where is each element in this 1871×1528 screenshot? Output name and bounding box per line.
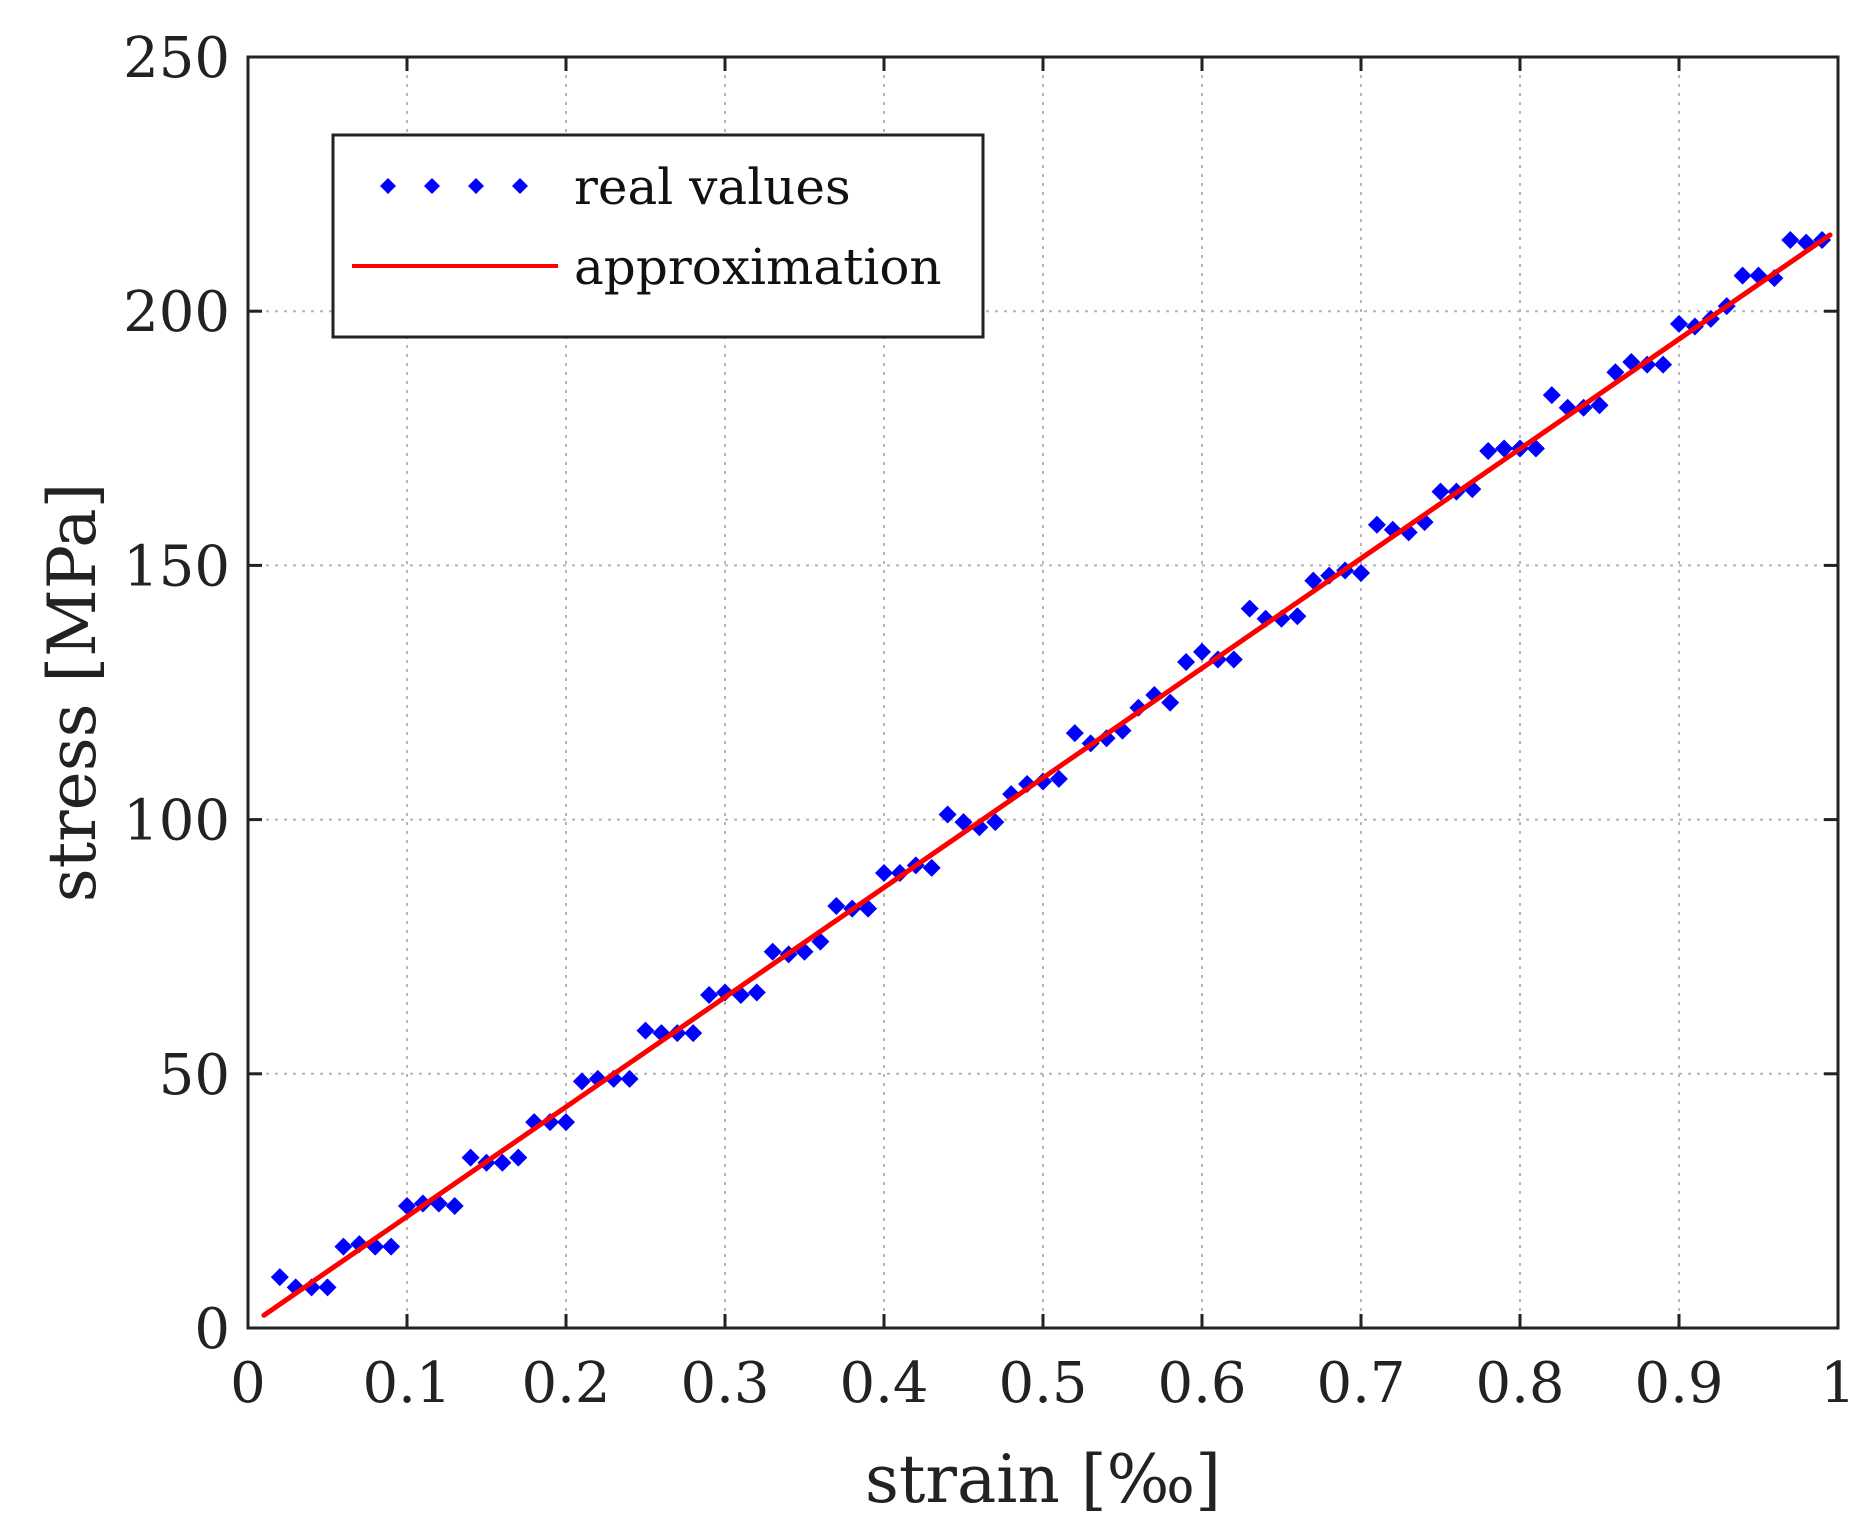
legend-real-values-markers — [380, 178, 528, 194]
legend-label-real-values: real values — [574, 158, 851, 216]
data-point — [1193, 642, 1211, 661]
data-point — [1733, 266, 1752, 285]
y-axis-tick-labels: 0 50 100 150 200 250 — [123, 26, 230, 1362]
data-point — [922, 858, 941, 877]
y-tick-label: 50 — [159, 1043, 230, 1108]
data-point — [938, 805, 957, 824]
data-point — [572, 1072, 591, 1091]
legend-marker — [380, 178, 396, 194]
x-tick-label: 0.5 — [998, 1351, 1087, 1416]
data-point — [445, 1196, 464, 1215]
data-point — [461, 1148, 480, 1167]
data-point — [1781, 231, 1800, 250]
data-point — [557, 1113, 575, 1132]
plot-series — [261, 231, 1833, 1318]
axis-ticks — [246, 55, 1840, 1330]
data-point — [509, 1148, 528, 1167]
data-point — [1177, 652, 1196, 671]
data-point — [1065, 724, 1084, 743]
data-point — [493, 1153, 512, 1172]
data-point — [620, 1069, 639, 1088]
x-tick-label: 0 — [230, 1351, 266, 1416]
data-point — [636, 1021, 655, 1040]
x-tick-label: 0.4 — [839, 1351, 928, 1416]
x-tick-label: 0.7 — [1316, 1351, 1405, 1416]
x-axis-tick-labels: 0 0.1 0.2 0.3 0.4 0.5 0.6 0.7 0.8 0.9 1 — [230, 1351, 1856, 1416]
x-tick-label: 0.3 — [680, 1351, 769, 1416]
x-tick-label: 0.6 — [1157, 1351, 1246, 1416]
data-point — [1352, 564, 1370, 583]
grid — [248, 57, 1838, 1328]
data-point — [747, 983, 766, 1002]
data-point — [318, 1278, 337, 1297]
y-tick-label: 250 — [123, 26, 230, 91]
x-tick-label: 0.9 — [1634, 1351, 1723, 1416]
legend: real values approximation — [331, 133, 985, 339]
data-point — [1161, 693, 1180, 712]
data-point — [875, 863, 893, 882]
y-tick-label: 100 — [123, 789, 230, 854]
x-tick-label: 1 — [1820, 1351, 1856, 1416]
legend-marker — [512, 178, 528, 194]
y-tick-label: 0 — [194, 1297, 230, 1362]
approximation-line — [261, 232, 1833, 1318]
data-point — [1479, 442, 1498, 461]
data-point — [334, 1237, 353, 1256]
legend-box — [331, 133, 985, 339]
data-point — [1606, 363, 1625, 382]
x-tick-label: 0.1 — [362, 1351, 451, 1416]
data-point — [1304, 571, 1323, 590]
data-point — [684, 1024, 703, 1043]
y-tick-label: 200 — [123, 280, 230, 345]
y-tick-label: 150 — [123, 534, 230, 599]
data-point — [1495, 439, 1514, 458]
data-point — [1049, 769, 1068, 788]
y-axis-title: stress [MPa] — [34, 483, 111, 903]
data-point — [1542, 386, 1561, 405]
data-point — [986, 813, 1005, 832]
legend-marker — [468, 178, 484, 194]
data-point — [1654, 355, 1673, 374]
data-point — [1431, 482, 1450, 501]
data-point — [1224, 650, 1243, 669]
legend-label-approximation: approximation — [574, 238, 942, 296]
data-point — [1367, 515, 1386, 534]
data-point — [1240, 599, 1259, 618]
data-point — [1590, 396, 1609, 415]
data-point — [700, 985, 719, 1004]
data-point — [827, 897, 846, 916]
x-tick-label: 0.8 — [1475, 1351, 1564, 1416]
legend-marker — [424, 178, 440, 194]
data-point — [1670, 314, 1688, 333]
x-tick-label: 0.2 — [521, 1351, 610, 1416]
x-axis-title: strain [‰] — [865, 1441, 1221, 1518]
data-point — [763, 942, 782, 961]
data-point — [382, 1237, 401, 1256]
data-point — [1288, 607, 1307, 626]
data-point — [270, 1268, 289, 1287]
